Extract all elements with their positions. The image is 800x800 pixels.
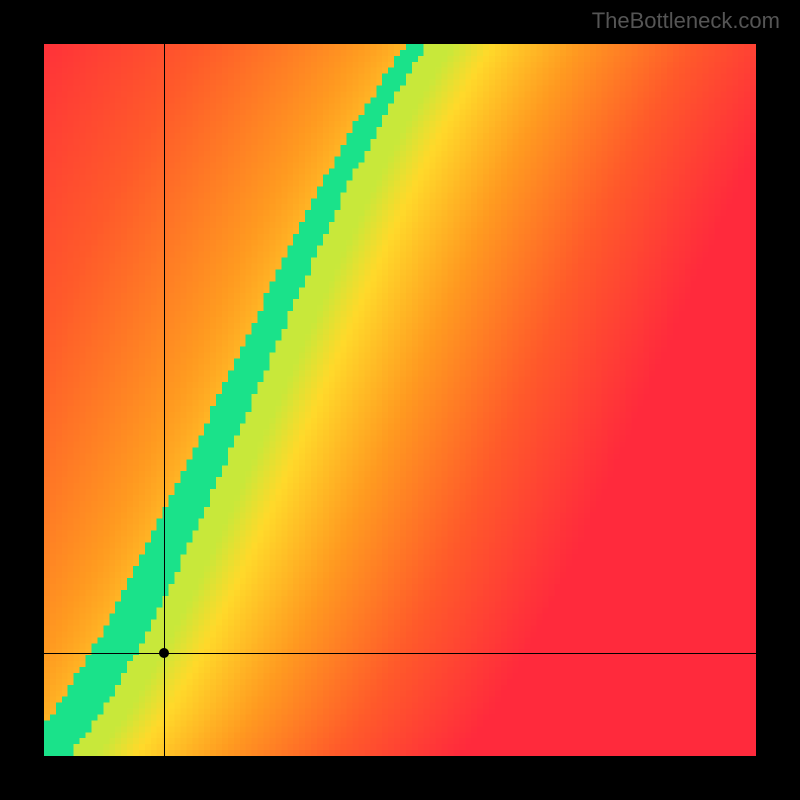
crosshair-horizontal: [44, 653, 756, 654]
watermark-text: TheBottleneck.com: [592, 8, 780, 34]
heatmap-plot: [44, 44, 756, 756]
marker-point: [159, 648, 169, 658]
heatmap-canvas: [44, 44, 756, 756]
